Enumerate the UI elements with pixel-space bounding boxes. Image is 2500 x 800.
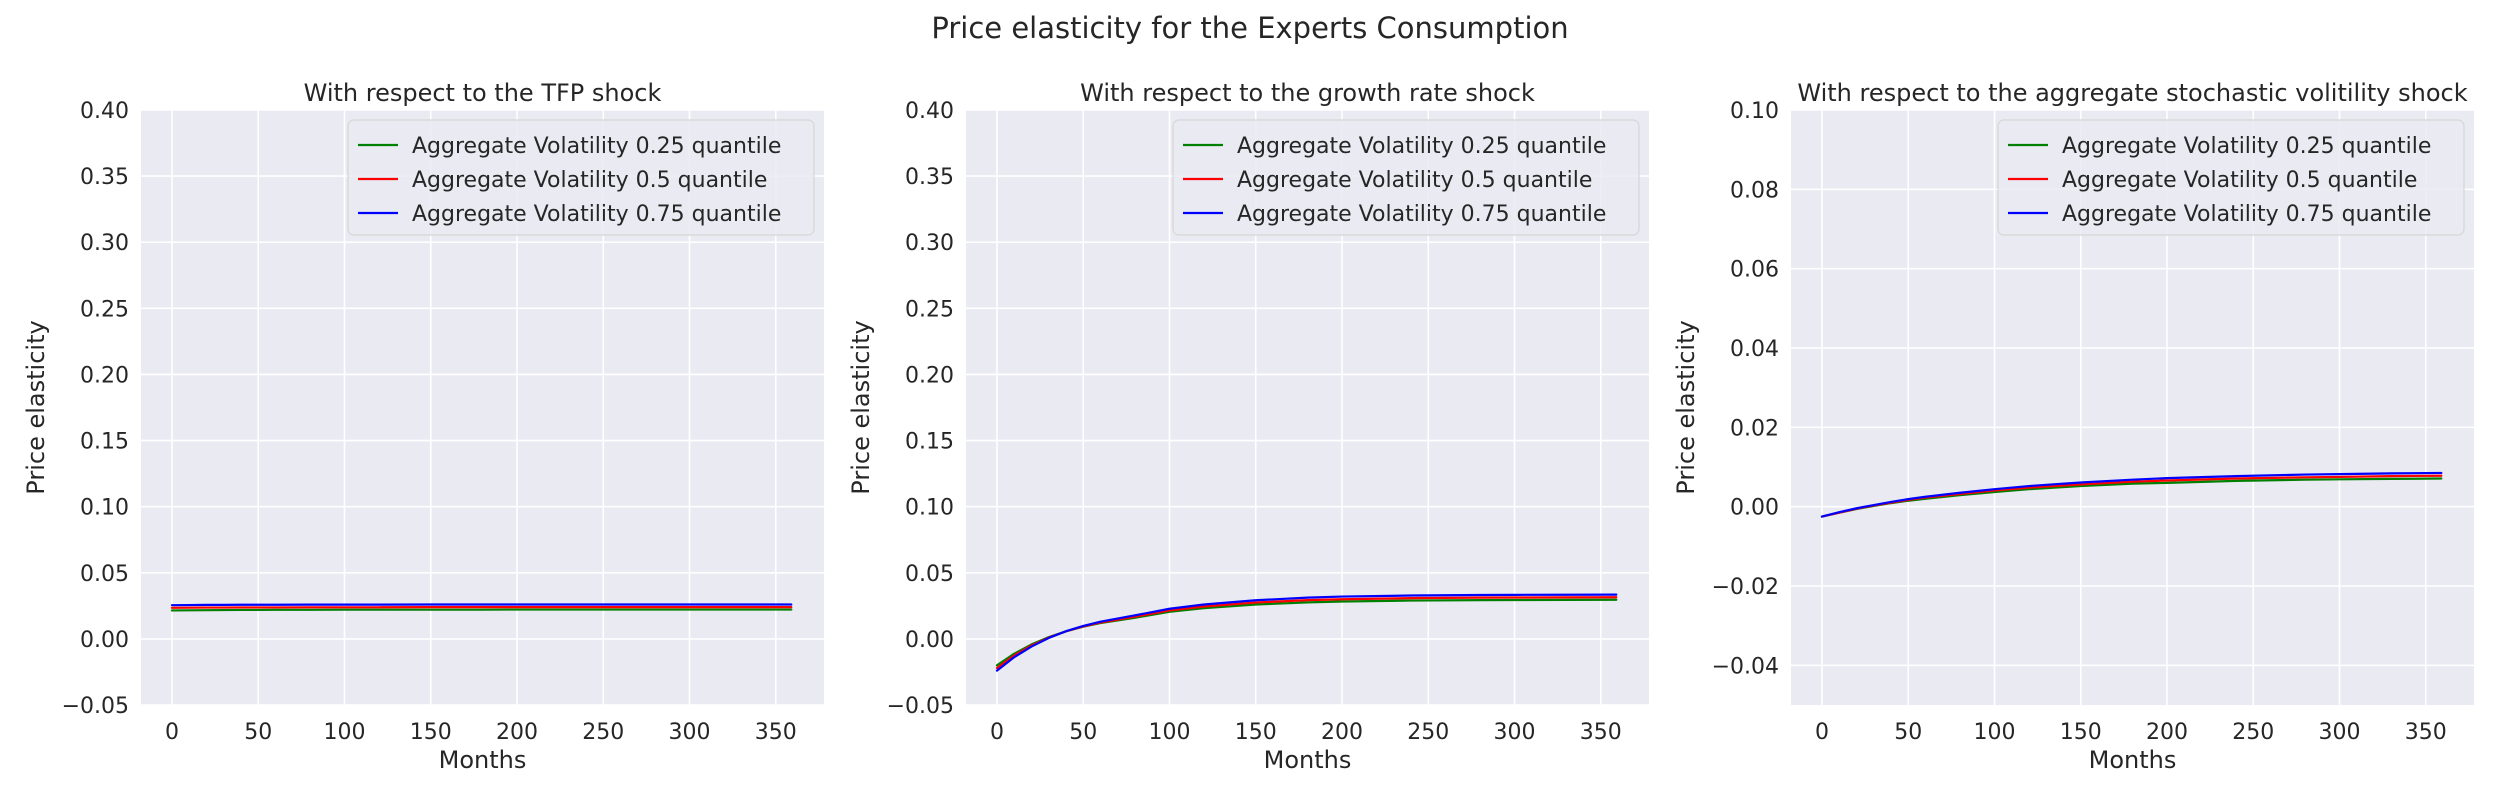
x-tick-label: 250 bbox=[582, 720, 624, 745]
y-tick-label: 0.10 bbox=[1730, 99, 1779, 124]
y-axis-label: Price elasticity bbox=[847, 320, 875, 494]
legend-entry-label: Aggregate Volatility 0.5 quantile bbox=[2062, 168, 2417, 193]
y-tick-label: 0.30 bbox=[80, 231, 129, 256]
y-tick-label: 0.06 bbox=[1730, 258, 1779, 283]
y-tick-label: 0.08 bbox=[1730, 178, 1779, 203]
x-tick-label: 300 bbox=[669, 720, 711, 745]
y-tick-label: 0.15 bbox=[80, 430, 129, 455]
x-tick-label: 100 bbox=[323, 720, 365, 745]
x-tick-label: 50 bbox=[244, 720, 272, 745]
x-axis-label: Months bbox=[1264, 746, 1352, 774]
y-tick-label: 0.35 bbox=[905, 165, 954, 190]
y-axis-label: Price elasticity bbox=[1672, 320, 1700, 494]
y-tick-label: 0.20 bbox=[905, 363, 954, 388]
x-tick-label: 200 bbox=[1321, 720, 1363, 745]
x-tick-label: 250 bbox=[1407, 720, 1449, 745]
y-tick-label: 0.25 bbox=[80, 297, 129, 322]
x-tick-label: 100 bbox=[1148, 720, 1190, 745]
series-line-1 bbox=[170, 608, 793, 612]
y-tick-label: 0.02 bbox=[1730, 416, 1779, 441]
y-tick-label: 0.10 bbox=[80, 496, 129, 521]
y-tick-label: 0.35 bbox=[80, 165, 129, 190]
y-tick-label: 0.04 bbox=[1730, 337, 1779, 362]
x-tick-label: 200 bbox=[2146, 720, 2188, 745]
chart-panel-3: 0 50 100 150 200 250 300 350 −0.04 −0.02 0.00 0.02 0… bbox=[1672, 79, 2474, 774]
legend-entry-label: Aggregate Volatility 0.5 quantile bbox=[1237, 168, 1592, 193]
y-tick-label: −0.04 bbox=[1712, 654, 1779, 679]
y-axis-label: Price elasticity bbox=[22, 320, 50, 494]
y-tick-label: 0.00 bbox=[905, 628, 954, 653]
x-tick-label: 350 bbox=[755, 720, 797, 745]
y-tick-label: 0.00 bbox=[80, 628, 129, 653]
chart-panel-1: 0 50 100 150 200 250 300 350 −0.05 0.00 0.05 0.10 0.… bbox=[22, 79, 824, 774]
x-tick-label: 0 bbox=[990, 720, 1004, 745]
series-line-3 bbox=[170, 603, 793, 607]
panel-title: With respect to the growth rate shock bbox=[1080, 79, 1535, 107]
legend-frame bbox=[1172, 119, 1640, 236]
y-tick-label: 0.10 bbox=[905, 496, 954, 521]
legend: Aggregate Volatility 0.25 quantile Aggreg… bbox=[1172, 119, 1640, 236]
y-tick-label: 0.30 bbox=[905, 231, 954, 256]
legend-entry-label: Aggregate Volatility 0.25 quantile bbox=[2062, 134, 2431, 159]
legend: Aggregate Volatility 0.25 quantile Aggreg… bbox=[1997, 119, 2465, 236]
y-tick-label: 0.05 bbox=[905, 562, 954, 587]
x-tick-label: 250 bbox=[2232, 720, 2274, 745]
y-tick-label: 0.40 bbox=[80, 99, 129, 124]
y-tick-label: −0.05 bbox=[887, 694, 954, 719]
x-tick-label: 300 bbox=[1494, 720, 1536, 745]
legend: Aggregate Volatility 0.25 quantile Aggreg… bbox=[347, 119, 815, 236]
series-line-3 bbox=[995, 593, 1618, 672]
legend-entry-label: Aggregate Volatility 0.25 quantile bbox=[1237, 134, 1606, 159]
x-tick-label: 350 bbox=[2405, 720, 2447, 745]
x-tick-label: 350 bbox=[1580, 720, 1622, 745]
y-tick-label: −0.02 bbox=[1712, 575, 1779, 600]
y-tick-label: −0.05 bbox=[62, 694, 129, 719]
x-tick-label: 150 bbox=[1235, 720, 1277, 745]
panel-title: With respect to the TFP shock bbox=[304, 79, 662, 107]
x-axis-label: Months bbox=[439, 746, 527, 774]
x-tick-label: 300 bbox=[2319, 720, 2361, 745]
x-tick-label: 200 bbox=[496, 720, 538, 745]
y-tick-label: 0.15 bbox=[905, 430, 954, 455]
y-tick-label: 0.05 bbox=[80, 562, 129, 587]
chart-panel-2: 0 50 100 150 200 250 300 350 −0.05 0.00 0.05 0.10 0.… bbox=[847, 79, 1649, 774]
legend-frame bbox=[347, 119, 815, 236]
y-tick-label: 0.25 bbox=[905, 297, 954, 322]
x-tick-label: 50 bbox=[1894, 720, 1922, 745]
x-tick-label: 50 bbox=[1069, 720, 1097, 745]
series-line-2 bbox=[170, 606, 793, 609]
x-tick-label: 0 bbox=[165, 720, 179, 745]
y-tick-label: 0.00 bbox=[1730, 496, 1779, 521]
x-tick-label: 0 bbox=[1815, 720, 1829, 745]
legend-frame bbox=[1997, 119, 2465, 236]
series-line-3 bbox=[1820, 471, 2443, 518]
legend-entry-label: Aggregate Volatility 0.25 quantile bbox=[412, 134, 781, 159]
legend-entry-label: Aggregate Volatility 0.5 quantile bbox=[412, 168, 767, 193]
x-tick-label: 150 bbox=[2060, 720, 2102, 745]
legend-entry-label: Aggregate Volatility 0.75 quantile bbox=[2062, 202, 2431, 227]
y-tick-label: 0.40 bbox=[905, 99, 954, 124]
figure-title: Price elasticity for the Experts Consump… bbox=[931, 11, 1568, 45]
x-tick-label: 150 bbox=[410, 720, 452, 745]
legend-entry-label: Aggregate Volatility 0.75 quantile bbox=[1237, 202, 1606, 227]
x-axis-label: Months bbox=[2089, 746, 2177, 774]
y-tick-label: 0.20 bbox=[80, 363, 129, 388]
x-tick-label: 100 bbox=[1973, 720, 2015, 745]
panel-title: With respect to the aggregate stochastic… bbox=[1797, 79, 2467, 107]
legend-entry-label: Aggregate Volatility 0.75 quantile bbox=[412, 202, 781, 227]
